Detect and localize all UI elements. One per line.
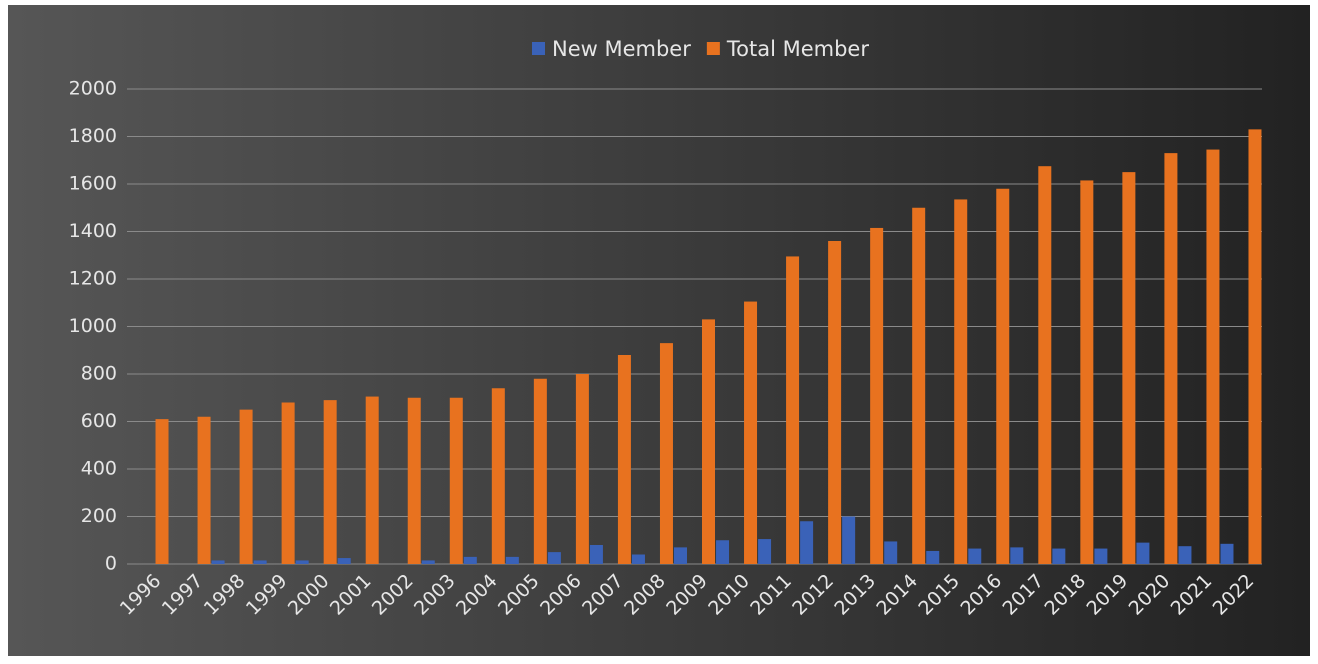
- bar: [323, 400, 337, 564]
- bar: [253, 560, 267, 564]
- y-tick-label: 800: [81, 363, 117, 385]
- bar: [1080, 180, 1094, 564]
- bar: [211, 560, 225, 564]
- y-tick-label: 400: [81, 458, 117, 480]
- bar: [575, 374, 589, 564]
- legend-swatch: [706, 42, 720, 55]
- bar: [505, 556, 519, 564]
- bar: [449, 397, 463, 564]
- bar: [589, 545, 603, 564]
- bar: [912, 207, 926, 564]
- bar: [1164, 153, 1178, 564]
- y-tick-label: 2000: [69, 78, 117, 100]
- bar: [407, 397, 421, 564]
- y-tick-label: 600: [81, 410, 117, 432]
- bar: [421, 560, 435, 564]
- bar: [996, 188, 1010, 564]
- bar: [491, 388, 505, 564]
- bar: [463, 556, 477, 564]
- legend: New Member Total Member: [532, 37, 869, 61]
- bar: [281, 402, 295, 564]
- bar: [884, 541, 898, 564]
- legend-label: Total Member: [726, 37, 869, 61]
- bar: [1220, 543, 1234, 564]
- y-tick-label: 1800: [69, 125, 117, 147]
- bar: [702, 319, 715, 564]
- bar: [295, 560, 309, 564]
- bar: [1038, 166, 1052, 564]
- bar: [337, 558, 351, 564]
- bar: [870, 227, 884, 564]
- bar: [155, 419, 169, 564]
- bar: [197, 416, 211, 564]
- legend-label: New Member: [552, 37, 691, 61]
- y-tick-label: 200: [81, 505, 117, 527]
- bar: [533, 378, 547, 564]
- bar: [1206, 149, 1220, 564]
- bar: [842, 516, 856, 564]
- bar: [617, 355, 631, 564]
- bar: [659, 343, 673, 564]
- bar: [1010, 547, 1024, 564]
- bar: [758, 539, 772, 564]
- bar: [547, 552, 561, 564]
- y-tick-label: 1600: [69, 173, 117, 195]
- bar: [716, 540, 730, 564]
- y-tick-label: 1000: [69, 315, 117, 337]
- legend-swatch: [532, 42, 545, 55]
- y-tick-label: 1200: [69, 268, 117, 290]
- bar: [800, 521, 814, 564]
- y-tick-label: 1400: [69, 220, 117, 242]
- bar: [1122, 172, 1136, 564]
- bar: [631, 554, 645, 564]
- bar: [239, 409, 253, 564]
- bar: [365, 396, 379, 564]
- bar: [1094, 548, 1108, 564]
- bar: [1248, 129, 1262, 564]
- bar: [786, 256, 800, 564]
- bar: [1052, 548, 1066, 564]
- bar: [828, 241, 842, 564]
- bar: [968, 548, 982, 564]
- y-tick-label: 0: [105, 553, 117, 575]
- bar: [1178, 546, 1192, 564]
- bar: [744, 301, 758, 564]
- bar: [1136, 542, 1150, 564]
- bar: [954, 199, 968, 564]
- bar: [674, 547, 687, 564]
- bar: [926, 550, 940, 564]
